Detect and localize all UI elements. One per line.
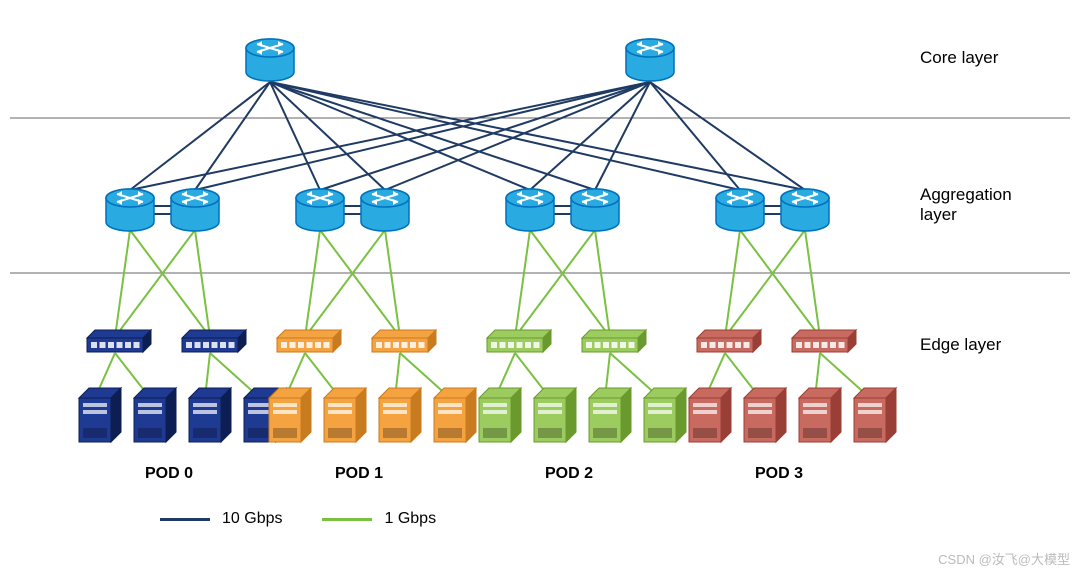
legend-item-1g: 1 Gbps [322,510,436,528]
core-layer-label: Core layer [920,48,998,68]
legend-line-1g [322,518,372,521]
edge-switch [582,330,646,352]
server [379,388,421,442]
edge-switch [372,330,436,352]
aggregation-router [506,189,554,231]
server [434,388,476,442]
legend-item-10g: 10 Gbps [160,510,282,528]
pod-1-label: POD 1 [335,465,383,483]
legend-label-10g: 10 Gbps [222,510,282,528]
edge-layer-label: Edge layer [920,335,1001,355]
server [479,388,521,442]
aggregation-router [716,189,764,231]
pod-3-label: POD 3 [755,465,803,483]
edge-switch [792,330,856,352]
core-router [626,39,674,81]
server [324,388,366,442]
legend: 10 Gbps 1 Gbps [160,510,436,528]
core-router [246,39,294,81]
aggregation-router [296,189,344,231]
server [589,388,631,442]
legend-line-10g [160,518,210,521]
aggregation-router [171,189,219,231]
edge-switch [487,330,551,352]
server [269,388,311,442]
pod-2-label: POD 2 [545,465,593,483]
server [644,388,686,442]
aggregation-router [571,189,619,231]
server [134,388,176,442]
server [189,388,231,442]
aggregation-router [106,189,154,231]
aggregation-layer-label: Aggregation layer [920,185,1030,225]
edge-switch [697,330,761,352]
aggregation-router [361,189,409,231]
edge-switch [87,330,151,352]
network-diagram [0,0,1080,574]
server [854,388,896,442]
server [689,388,731,442]
server [79,388,121,442]
server [799,388,841,442]
edge-switch [182,330,246,352]
aggregation-router [781,189,829,231]
server [744,388,786,442]
pod-0-label: POD 0 [145,465,193,483]
server [534,388,576,442]
edge-switch [277,330,341,352]
legend-label-1g: 1 Gbps [384,510,436,528]
watermark: CSDN @汝飞@大模型 [938,549,1070,568]
